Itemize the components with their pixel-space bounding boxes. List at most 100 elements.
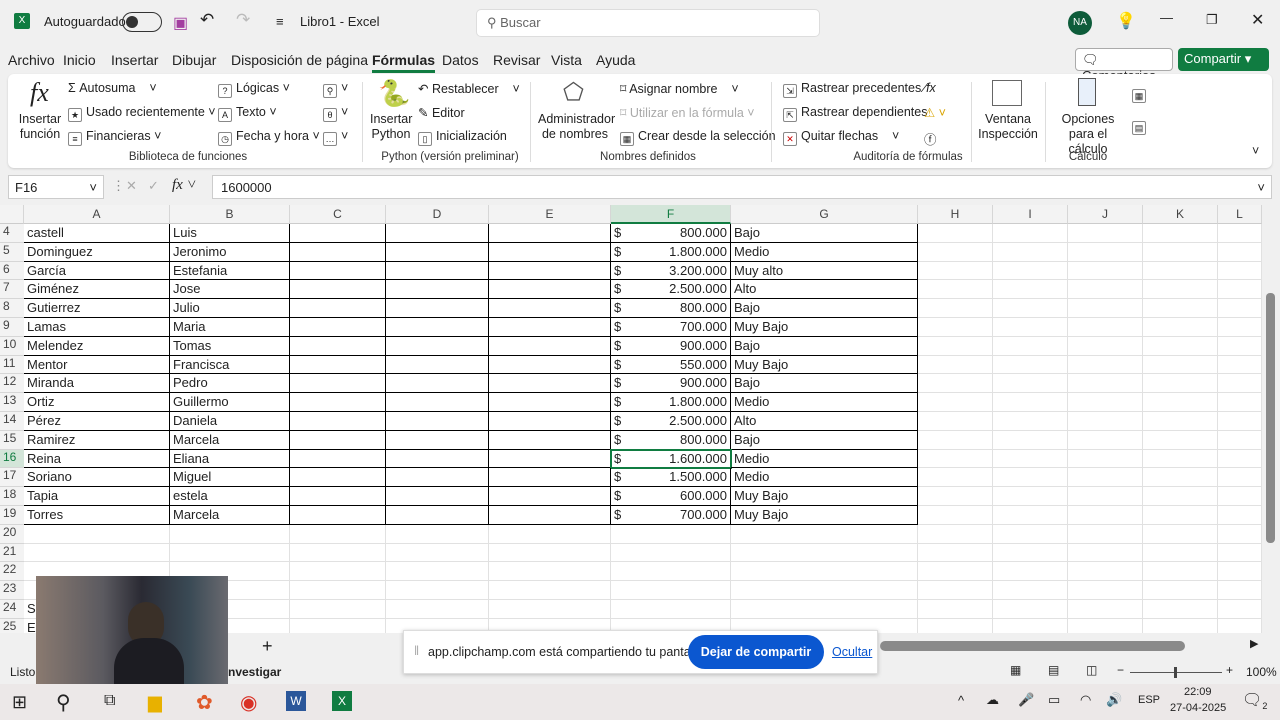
cell-g23[interactable] — [731, 581, 918, 600]
cell-i6[interactable] — [993, 261, 1068, 281]
cell-k20[interactable] — [1143, 524, 1218, 544]
menu-ayuda[interactable]: Ayuda — [596, 52, 636, 68]
cell-c13[interactable] — [290, 393, 386, 412]
row-header[interactable]: 8 — [0, 299, 24, 318]
cell-k7[interactable] — [1143, 280, 1218, 300]
cell-g12[interactable]: Bajo — [731, 374, 918, 394]
use-in-formula-button[interactable]: ⌑ Utilizar en la fórmula ˅ — [620, 106, 755, 120]
menu-insertar[interactable]: Insertar — [111, 52, 159, 68]
cell-g14[interactable]: Alto — [731, 412, 918, 431]
cell-e5[interactable] — [489, 242, 611, 262]
cell-i10[interactable] — [993, 336, 1068, 356]
zoom-in-button[interactable]: + — [1226, 663, 1234, 677]
add-sheet-button[interactable]: + — [262, 636, 273, 656]
cell-f14[interactable]: $2.500.000 — [611, 412, 731, 431]
cell-d25[interactable] — [386, 618, 489, 633]
cell-i9[interactable] — [993, 318, 1068, 337]
cell-l22[interactable] — [1218, 562, 1262, 582]
column-header-b[interactable]: B — [170, 205, 290, 224]
cell-f12[interactable]: $900.000 — [611, 374, 731, 394]
cell-h6[interactable] — [918, 261, 993, 281]
cell-d12[interactable] — [386, 374, 489, 394]
cell-f6[interactable]: $3.200.000 — [611, 261, 731, 281]
cell-c10[interactable] — [290, 336, 386, 356]
investigate-label[interactable]: nvestigar — [228, 665, 282, 679]
cell-k17[interactable] — [1143, 468, 1218, 488]
cell-k23[interactable] — [1143, 581, 1218, 600]
column-header-j[interactable]: J — [1068, 205, 1143, 224]
chrome-icon[interactable]: ◉ — [240, 692, 258, 714]
cell-g15[interactable]: Bajo — [731, 430, 918, 450]
cell-k13[interactable] — [1143, 393, 1218, 412]
microphone-icon[interactable]: 🎤 — [1018, 692, 1035, 707]
menu-vista[interactable]: Vista — [551, 52, 582, 68]
cell-i15[interactable] — [993, 430, 1068, 450]
cell-b16[interactable]: Eliana — [170, 449, 290, 469]
cell-c22[interactable] — [290, 562, 386, 582]
cell-l23[interactable] — [1218, 581, 1262, 600]
row-header[interactable]: 23 — [0, 581, 24, 600]
cell-f21[interactable] — [611, 543, 731, 563]
cell-g21[interactable] — [731, 543, 918, 563]
cell-h15[interactable] — [918, 430, 993, 450]
cell-g10[interactable]: Bajo — [731, 336, 918, 356]
cell-e25[interactable] — [489, 618, 611, 633]
row-header[interactable]: 9 — [0, 318, 24, 337]
cell-j18[interactable] — [1068, 487, 1143, 506]
cell-f9[interactable]: $700.000 — [611, 318, 731, 337]
cell-d5[interactable] — [386, 242, 489, 262]
cell-c5[interactable] — [290, 242, 386, 262]
enter-icon[interactable]: ✓ — [148, 178, 159, 193]
cell-l19[interactable] — [1218, 506, 1262, 525]
cell-e16[interactable] — [489, 449, 611, 469]
redo-icon[interactable]: ↷ — [236, 10, 251, 29]
column-header-a[interactable]: A — [24, 205, 170, 224]
cell-j21[interactable] — [1068, 543, 1143, 563]
column-header-k[interactable]: K — [1143, 205, 1218, 224]
cell-h23[interactable] — [918, 581, 993, 600]
cell-c11[interactable] — [290, 355, 386, 375]
row-header[interactable]: 21 — [0, 543, 24, 563]
cell-h17[interactable] — [918, 468, 993, 488]
cell-h20[interactable] — [918, 524, 993, 544]
cell-f24[interactable] — [611, 600, 731, 619]
cell-b10[interactable]: Tomas — [170, 336, 290, 356]
cell-i21[interactable] — [993, 543, 1068, 563]
cell-j5[interactable] — [1068, 242, 1143, 262]
cell-c14[interactable] — [290, 412, 386, 431]
column-header-f[interactable]: F — [611, 205, 731, 224]
cell-h19[interactable] — [918, 506, 993, 525]
cell-e10[interactable] — [489, 336, 611, 356]
cell-h5[interactable] — [918, 242, 993, 262]
cell-f8[interactable]: $800.000 — [611, 299, 731, 318]
cell-a11[interactable]: Mentor — [24, 355, 170, 375]
cell-k10[interactable] — [1143, 336, 1218, 356]
row-header[interactable]: 13 — [0, 393, 24, 412]
cell-c21[interactable] — [290, 543, 386, 563]
cell-f7[interactable]: $2.500.000 — [611, 280, 731, 300]
cell-h12[interactable] — [918, 374, 993, 394]
cell-a15[interactable]: Ramirez — [24, 430, 170, 450]
trace-precedents-button[interactable]: ⇲ Rastrear precedentes — [783, 81, 921, 98]
cell-c16[interactable] — [290, 449, 386, 469]
cell-d23[interactable] — [386, 581, 489, 600]
watch-window-button[interactable]: Ventana Inspección — [978, 112, 1038, 141]
cell-h24[interactable] — [918, 600, 993, 619]
cell-d18[interactable] — [386, 487, 489, 506]
create-from-selection-button[interactable]: ▦ Crear desde la selección — [620, 129, 776, 146]
cell-k19[interactable] — [1143, 506, 1218, 525]
row-header[interactable]: 11 — [0, 355, 24, 375]
cell-j13[interactable] — [1068, 393, 1143, 412]
recent-button[interactable]: ★ Usado recientemente ˅ — [68, 105, 216, 122]
cell-e15[interactable] — [489, 430, 611, 450]
cell-g5[interactable]: Medio — [731, 242, 918, 262]
cell-j17[interactable] — [1068, 468, 1143, 488]
cell-i18[interactable] — [993, 487, 1068, 506]
cell-b8[interactable]: Julio — [170, 299, 290, 318]
cell-h4[interactable] — [918, 224, 993, 243]
column-header-d[interactable]: D — [386, 205, 489, 224]
cell-h22[interactable] — [918, 562, 993, 582]
cell-e4[interactable] — [489, 224, 611, 243]
cell-c25[interactable] — [290, 618, 386, 633]
cell-b19[interactable]: Marcela — [170, 506, 290, 525]
